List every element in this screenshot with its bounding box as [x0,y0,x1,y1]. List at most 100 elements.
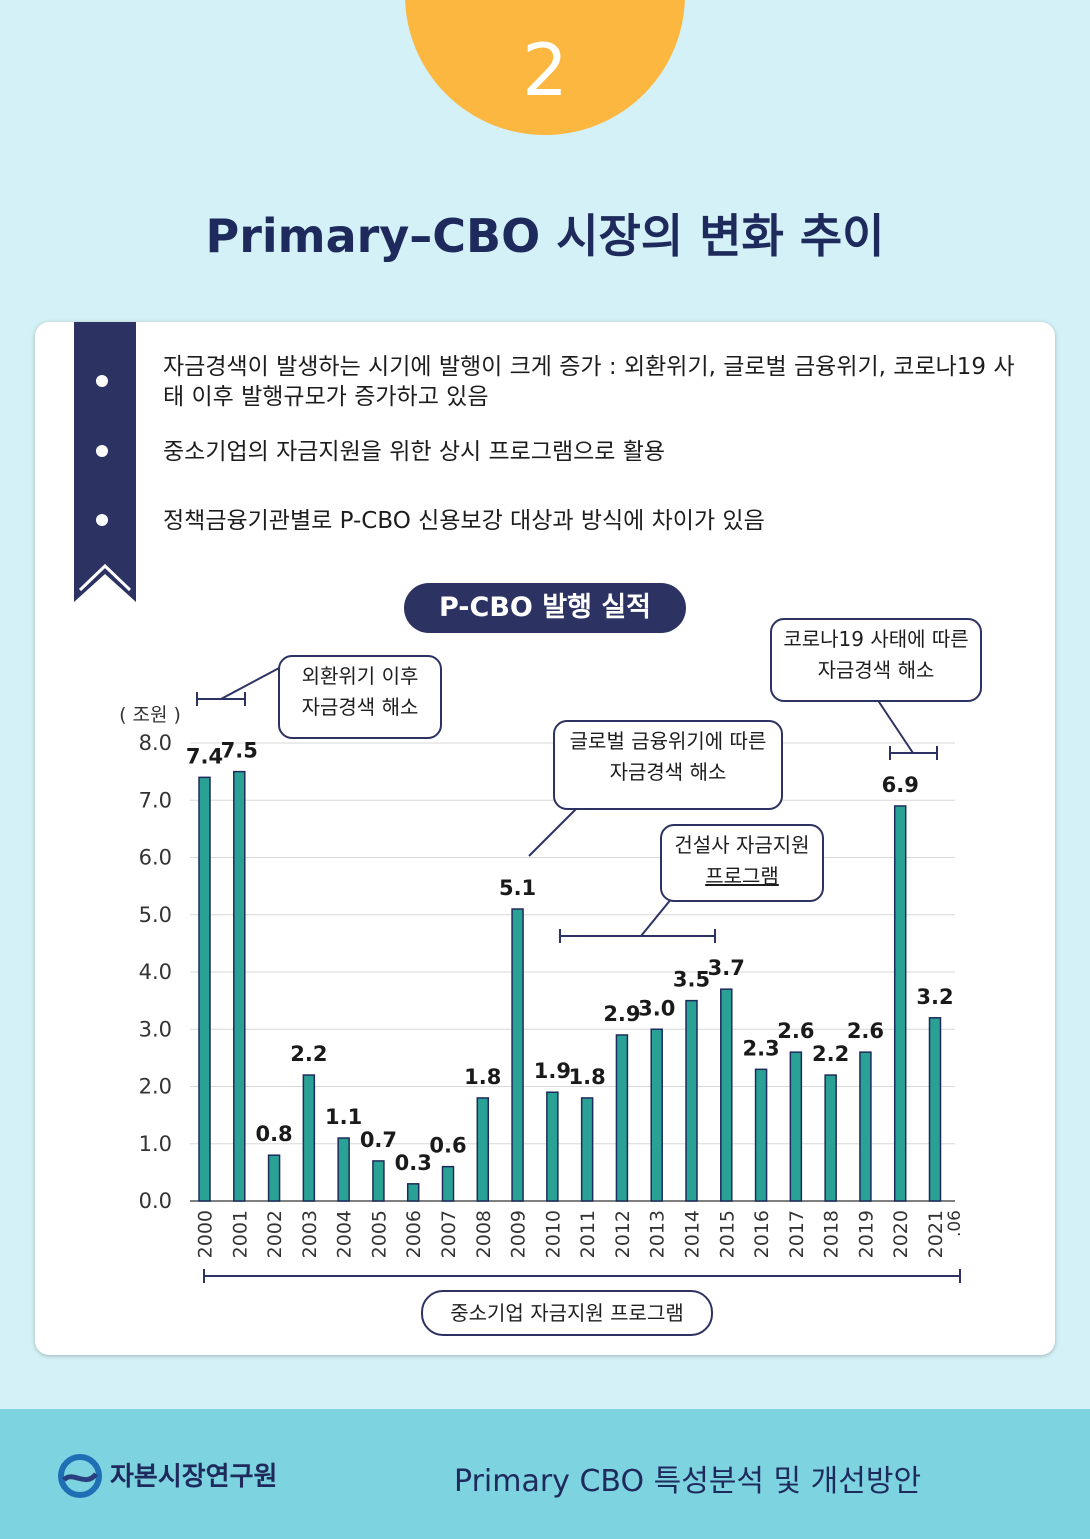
data-label: 7.4 [186,744,223,768]
x-tick-label: 2016 [751,1210,773,1258]
x-tick-label: 2010 [542,1210,564,1258]
data-label: 2.2 [290,1042,327,1066]
org-name: 자본시장연구원 [110,1462,278,1492]
construction-callout: 건설사 자금지원 프로그램 [660,824,824,902]
x-tick-label: 2008 [473,1210,495,1258]
bar-2012 [615,1034,629,1202]
bar-2011 [580,1097,594,1202]
page-title: Primary–CBO 시장의 변화 추이 [205,209,885,263]
bar-2008 [476,1097,490,1202]
covid-leader-line [876,698,914,754]
bullet-dot-1 [96,375,108,387]
x-tick-suffix: .06 [945,1210,965,1237]
program-label: 중소기업 자금지원 프로그램 [421,1290,713,1336]
y-tick-label: 2.0 [139,1075,172,1099]
construction-callout-line-1: 건설사 자금지원 [674,833,810,857]
x-tick-label: 2005 [368,1210,390,1258]
covid-callout-line-2: 자금경색 해소 [817,658,935,682]
data-label: 2.3 [742,1036,779,1060]
x-tick-label: 2006 [403,1210,425,1258]
data-label: 2.6 [847,1019,884,1043]
gfc-leader-line [528,807,578,857]
construction-leader-line [640,897,673,937]
data-label: 1.8 [569,1065,606,1089]
gfc-callout-line-1: 글로벌 금융위기에 따른 [569,729,767,753]
bar-2018 [824,1074,837,1202]
imf-leader-line [220,666,282,700]
y-tick-label: 5.0 [139,903,172,927]
bullet-text-2: 중소기업의 자금지원을 위한 상시 프로그램으로 활용 [163,439,666,465]
footer [0,1409,1090,1539]
x-tick-label: 2002 [264,1210,286,1258]
y-tick-label: 0.0 [139,1189,172,1213]
bar-2000 [198,776,211,1202]
bar-2021 [928,1017,942,1202]
y-tick-label: 7.0 [139,788,172,812]
y-tick-label: 1.0 [139,1132,172,1156]
bullet-text-1: 자금경색이 발생하는 시기에 발행이 크게 증가 : 외환위기, 글로벌 금융위… [163,354,1015,410]
data-label: 1.9 [534,1059,571,1083]
x-tick-label: 2000 [195,1210,217,1258]
data-label: 3.2 [916,985,953,1009]
x-tick-label: 2009 [508,1210,530,1258]
bullet-dot-2 [96,445,108,457]
data-label: 5.1 [499,876,536,900]
gfc-callout: 글로벌 금융위기에 따른 자금경색 해소 [553,720,783,810]
data-label: 0.7 [360,1128,397,1152]
x-tick-label: 2014 [682,1210,704,1258]
bar-2015 [720,988,733,1202]
data-label: 7.5 [221,739,258,763]
bar-2016 [754,1068,768,1202]
bar-2006 [406,1183,420,1202]
org-logo-icon [58,1454,102,1498]
data-label: 2.2 [812,1042,849,1066]
y-tick-label: 4.0 [139,960,172,984]
x-tick-label: 2017 [786,1210,808,1258]
bullet-dot-3 [96,514,108,526]
x-tick-label: 2020 [890,1210,912,1258]
data-label: 0.8 [255,1122,292,1146]
x-tick-label: 2012 [612,1210,634,1258]
bar-2019 [859,1051,872,1202]
data-label: 3.0 [638,996,675,1020]
bar-2003 [302,1074,316,1202]
data-label: 2.9 [603,1002,640,1026]
data-label: 1.1 [325,1105,362,1129]
bar-2010 [546,1091,559,1202]
x-tick-label: 2004 [334,1210,356,1258]
bullet-text-3: 정책금융기관별로 P-CBO 신용보강 대상과 방식에 차이가 있음 [163,508,765,534]
section-number: 2 [522,28,568,112]
gfc-callout-line-2: 자금경색 해소 [609,760,727,784]
x-tick-label: 2015 [716,1210,738,1258]
bar-2013 [650,1028,663,1202]
data-label: 3.5 [673,968,710,992]
bar-2004 [337,1137,350,1202]
x-tick-label: 2001 [229,1210,251,1258]
y-tick-label: 3.0 [139,1017,172,1041]
data-label: 6.9 [882,773,919,797]
bar-2005 [372,1160,385,1202]
report-title: Primary CBO 특성분석 및 개선방안 [454,1464,922,1499]
y-unit-label: ( 조원 ) [119,704,181,726]
data-label: 0.6 [429,1134,466,1158]
data-label: 2.6 [777,1019,814,1043]
x-tick-label: 2018 [821,1210,843,1258]
covid-callout-line-1: 코로나19 사태에 따른 [783,627,969,651]
chart-title: P-CBO 발행 실적 [404,583,686,633]
y-tick-label: 6.0 [139,846,172,870]
imf-callout-line-2: 자금경색 해소 [301,695,419,719]
bookmark-ribbon-icon [74,322,136,602]
x-tick-label: 2019 [855,1210,877,1258]
x-tick-label: 2021 [925,1210,947,1258]
bar-2009 [511,908,524,1202]
imf-callout: 외환위기 이후 자금경색 해소 [278,655,442,739]
bar-2002 [267,1154,281,1202]
bar-2007 [441,1165,455,1202]
data-label: 3.7 [708,956,745,980]
covid-callout: 코로나19 사태에 따른 자금경색 해소 [770,618,982,702]
x-tick-label: 2003 [299,1210,321,1258]
x-tick-label: 2011 [577,1210,599,1258]
bar-2001 [233,770,246,1202]
bar-2017 [789,1051,803,1202]
